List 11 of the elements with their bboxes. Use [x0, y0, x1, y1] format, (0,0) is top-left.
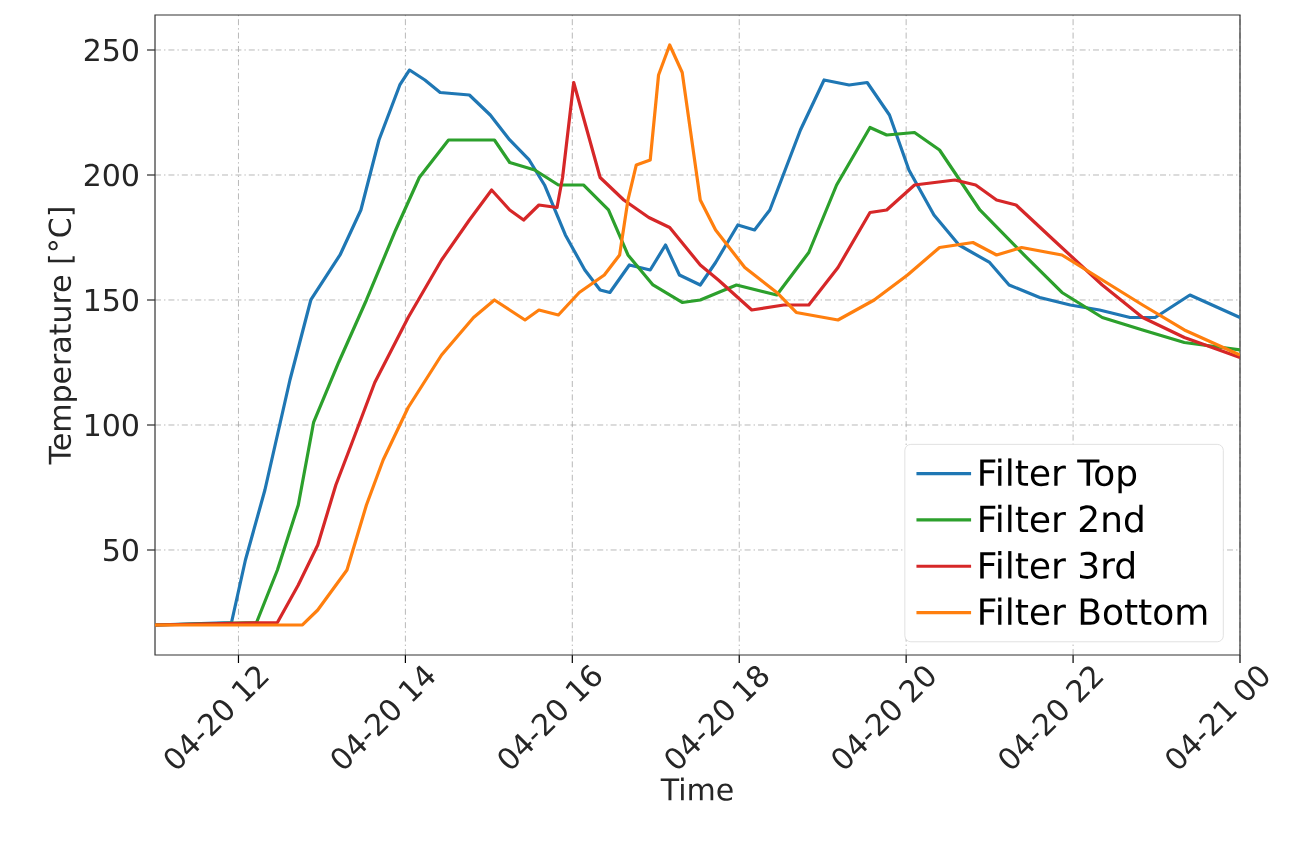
- legend-label: Filter 3rd: [980, 551, 1134, 579]
- y-tick-label: 100: [86, 413, 138, 437]
- legend-label: Filter 2nd: [980, 504, 1143, 533]
- x-axis-title: Time: [660, 777, 733, 801]
- y-tick-label: 200: [84, 163, 138, 187]
- y-tick-label: 50: [104, 538, 138, 562]
- legend-label: Filter Top: [980, 458, 1137, 494]
- legend-label: Filter Bottom: [980, 597, 1207, 626]
- y-tick-label: 250: [84, 38, 138, 62]
- y-tick-label: 150: [86, 288, 138, 312]
- y-axis-title: Temperature [°C]: [47, 208, 77, 465]
